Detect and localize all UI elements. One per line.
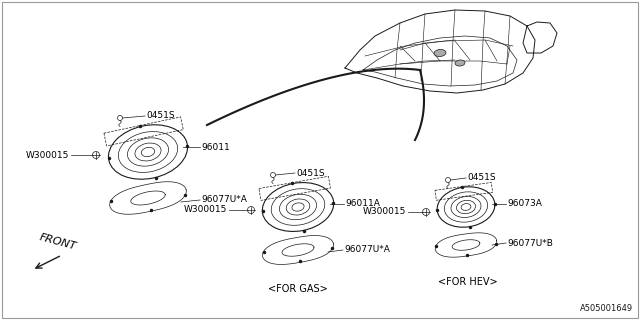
Text: W300015: W300015 — [363, 207, 406, 217]
Text: 0451S: 0451S — [146, 111, 175, 121]
Text: W300015: W300015 — [184, 205, 227, 214]
Text: 96077U*A: 96077U*A — [201, 196, 247, 204]
Text: 0451S: 0451S — [296, 169, 324, 178]
Text: 96011A: 96011A — [345, 199, 380, 209]
Text: 96011: 96011 — [201, 142, 230, 151]
Text: 96073A: 96073A — [507, 199, 542, 209]
Ellipse shape — [455, 60, 465, 66]
Ellipse shape — [434, 50, 446, 57]
Text: <FOR HEV>: <FOR HEV> — [438, 277, 498, 287]
Text: 96077U*B: 96077U*B — [507, 238, 553, 247]
Text: A505001649: A505001649 — [580, 304, 633, 313]
Text: 96077U*A: 96077U*A — [344, 245, 390, 254]
Text: 0451S: 0451S — [467, 173, 495, 182]
Text: <FOR GAS>: <FOR GAS> — [268, 284, 328, 294]
Text: FRONT: FRONT — [38, 233, 77, 252]
Text: W300015: W300015 — [26, 150, 69, 159]
